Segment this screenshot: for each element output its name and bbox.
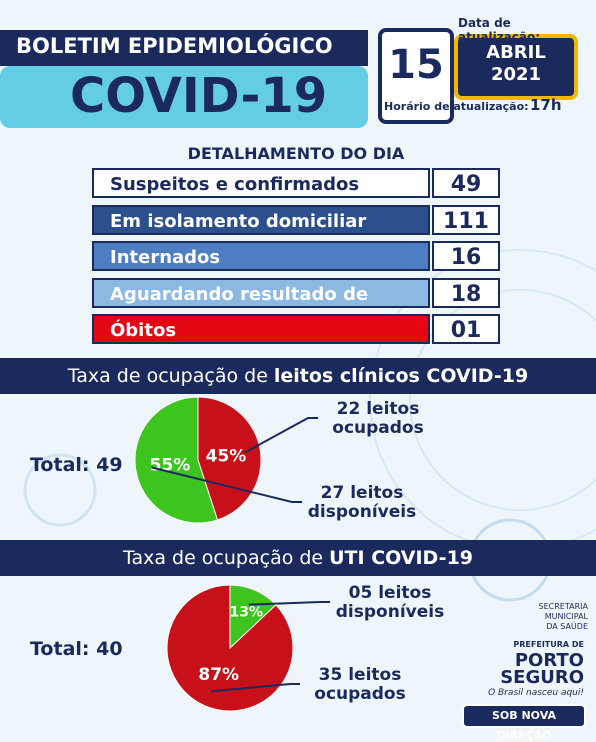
month: ABRIL [486,42,546,63]
section-band: Taxa de ocupação de leitos clínicos COVID… [0,358,596,394]
time: 17h [530,96,562,114]
section-title: Taxa de ocupação de [67,365,268,387]
day: 15 [388,42,444,88]
pie-slice [197,396,262,521]
section-title: Taxa de ocupação de [122,547,324,569]
pie-value-label: 13% [230,604,264,620]
time-label: Horário de atualização: [384,100,529,113]
detail-title: DETALHAMENTO DO DIA [187,144,405,163]
slice-label: 22 leitos ocupados [332,399,424,438]
detail-value: 18 [432,277,500,308]
title: BOLETIM EPIDEMIOLÓGICO [16,34,333,58]
detail-value: 16 [432,241,500,271]
slice-label: 05 leitos disponíveis [335,583,445,622]
detail-label: Suspeitos e confirmados [92,168,430,198]
leader-line [151,466,302,503]
section-title-bold: UTI COVID-19 [329,547,474,569]
leader-line [248,601,330,606]
detail-label: Em isolamento domiciliar [92,204,430,235]
total: Total: 40 [30,638,123,660]
pie-slice [134,396,219,524]
detail-value: 49 [432,168,500,198]
pie-value-label: 87% [198,665,239,685]
leader-line [211,683,300,693]
section-band: Taxa de ocupação de UTI COVID-19 [0,540,596,576]
slogan: O Brasil nasceu aqui! [488,688,584,698]
detail-label: Internados [92,241,430,271]
section-title-bold: leitos clínicos COVID-19 [273,365,529,387]
slice-label: 27 leitos disponíveis [307,483,417,522]
detail-label: Óbitos [92,314,430,344]
prefeitura: PREFEITURA DE [513,640,584,649]
detail-value: 01 [432,314,500,344]
slice-label: 35 leitos ocupados [314,665,406,704]
update-label: Data de atualização: [458,16,541,44]
secretaria: SECRETARIA MUNICIPAL DA SAÚDE [538,602,588,631]
leader-line [244,417,318,454]
detail-value: 111 [432,204,500,235]
badge: SOB NOVA DIREÇÃO [462,704,586,742]
pie-slice [166,584,294,712]
total: Total: 49 [30,454,123,476]
city: PORTO SEGURO [500,650,584,688]
subtitle: COVID-19 [70,68,328,124]
year: 2021 [490,64,542,85]
pie-value-label: 45% [206,447,247,467]
